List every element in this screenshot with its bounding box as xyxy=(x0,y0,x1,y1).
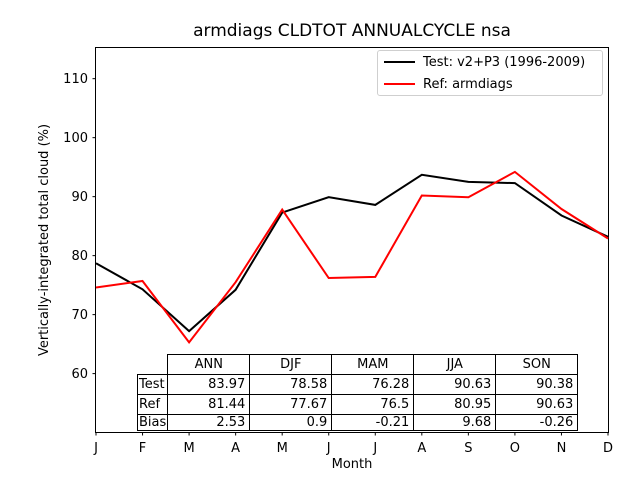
legend-entry-test: Test: v2+P3 (1996-2009) xyxy=(384,53,596,72)
table-column-header: ANN xyxy=(167,354,251,375)
chart-title: armdiags CLDTOT ANNUALCYCLE nsa xyxy=(193,21,511,41)
x-tick-label: O xyxy=(510,441,520,456)
x-tick-label: M xyxy=(183,441,194,456)
table-cell: 76.5 xyxy=(331,394,415,415)
x-tick-label: M xyxy=(277,441,288,456)
seasonal-stats-table: ANN DJF MAM JJA SON Test 83.97 78.58 76.28 90.63 9… xyxy=(136,354,579,431)
x-tick-label: J xyxy=(372,441,377,456)
x-tick-label: J xyxy=(326,441,331,456)
plot-border xyxy=(95,47,609,433)
table-row-label: Test xyxy=(136,374,169,395)
table-cell: 76.28 xyxy=(331,374,415,395)
table-cell: 90.63 xyxy=(413,374,497,395)
legend-label-ref: Ref: armdiags xyxy=(423,76,513,92)
x-axis-label: Month xyxy=(332,457,373,472)
table-cell: 81.44 xyxy=(167,394,251,415)
y-axis-label: Vertically-integrated total cloud (%) xyxy=(37,124,52,356)
test-line-sample xyxy=(384,61,415,63)
ref-line-sample xyxy=(384,83,415,85)
table-cell: 90.38 xyxy=(495,374,579,395)
table-cell: -0.21 xyxy=(331,414,415,431)
table-cell: 90.63 xyxy=(495,394,579,415)
x-tick-label: J xyxy=(93,441,98,456)
legend-entry-ref: Ref: armdiags xyxy=(384,75,596,94)
table-row: Bias 2.53 0.9 -0.21 9.68 -0.26 xyxy=(136,414,579,431)
legend: Test: v2+P3 (1996-2009) Ref: armdiags xyxy=(377,50,603,96)
legend-label-test: Test: v2+P3 (1996-2009) xyxy=(423,54,586,70)
x-tick-label: N xyxy=(557,441,567,456)
table-corner-spacer xyxy=(138,355,168,375)
y-tick-label: 60 xyxy=(71,367,88,382)
y-tick-label: 80 xyxy=(71,249,88,264)
table-cell: 2.53 xyxy=(167,414,251,431)
table-cell: 0.9 xyxy=(249,414,333,431)
table-cell: -0.26 xyxy=(495,414,579,431)
table-column-header: MAM xyxy=(331,354,415,375)
x-tick-label: S xyxy=(464,441,472,456)
table-column-header: SON xyxy=(495,354,579,375)
table-row-label: Bias xyxy=(136,414,169,431)
x-tick-label: F xyxy=(139,441,146,456)
table-cell: 9.68 xyxy=(413,414,497,431)
table-cell: 80.95 xyxy=(413,394,497,415)
x-tick-label: A xyxy=(231,441,240,456)
test-series-line xyxy=(95,173,609,333)
y-tick-label: 110 xyxy=(63,72,88,87)
y-tick-label: 70 xyxy=(71,308,88,323)
x-tick-label: D xyxy=(603,441,613,456)
table-row: Test 83.97 78.58 76.28 90.63 90.38 xyxy=(136,374,579,395)
y-tick-label: 90 xyxy=(71,190,88,205)
x-tick-label: A xyxy=(417,441,426,456)
table-cell: 78.58 xyxy=(249,374,333,395)
table-cell: 83.97 xyxy=(167,374,251,395)
table-row: Ref 81.44 77.67 76.5 80.95 90.63 xyxy=(136,394,579,415)
table-column-header: DJF xyxy=(249,354,333,375)
y-tick-label: 100 xyxy=(63,131,88,146)
table-column-header: JJA xyxy=(413,354,497,375)
table-cell: 77.67 xyxy=(249,394,333,415)
table-row-label: Ref xyxy=(136,394,169,415)
ref-series-line xyxy=(95,170,609,344)
